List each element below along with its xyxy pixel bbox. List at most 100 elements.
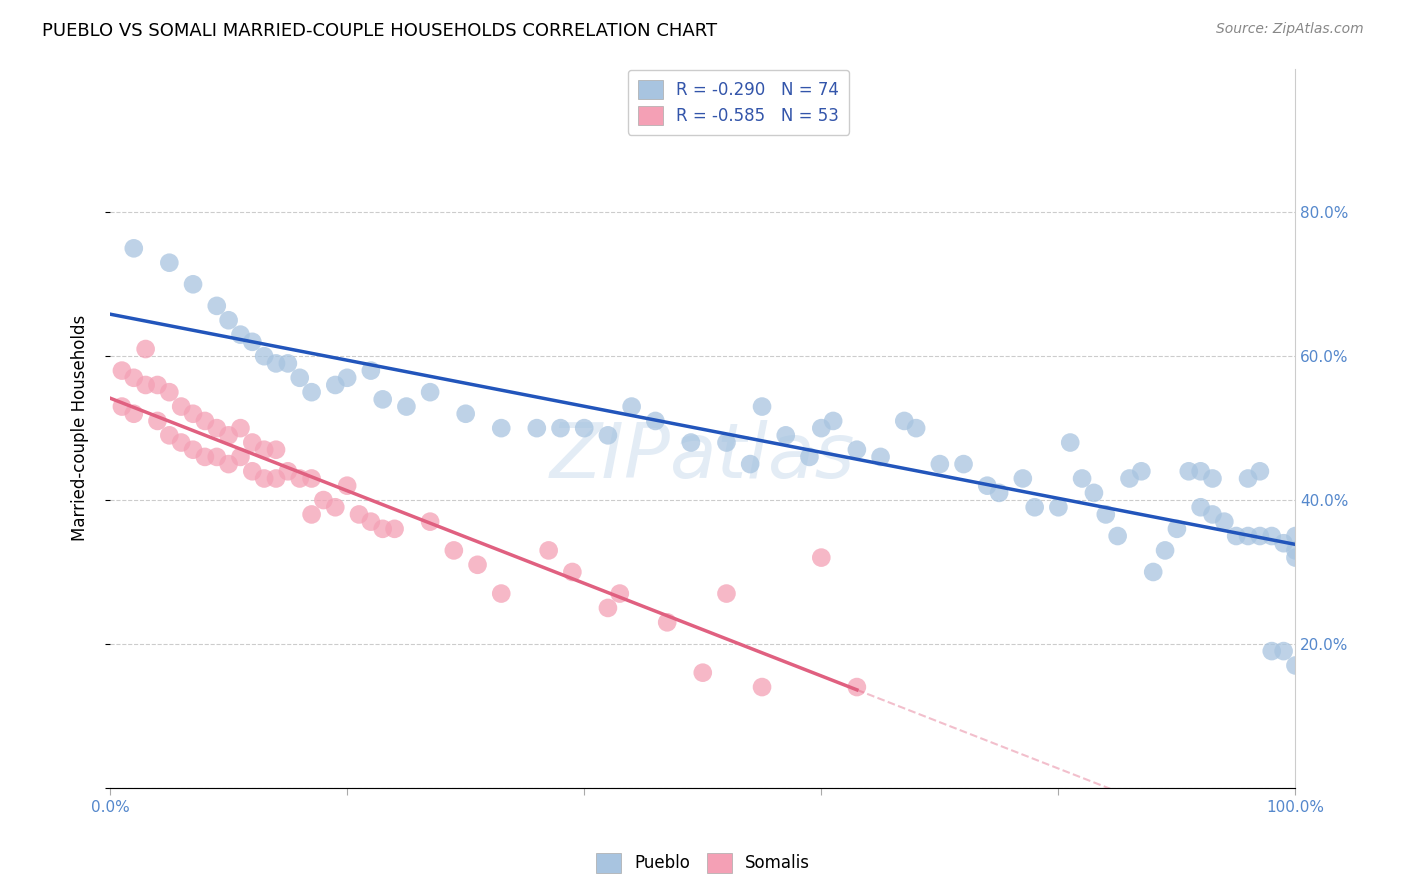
Point bbox=[1284, 529, 1306, 543]
Point bbox=[240, 435, 263, 450]
Point bbox=[620, 400, 643, 414]
Point bbox=[419, 385, 441, 400]
Point bbox=[240, 334, 263, 349]
Text: Source: ZipAtlas.com: Source: ZipAtlas.com bbox=[1216, 22, 1364, 37]
Point bbox=[122, 371, 145, 385]
Point bbox=[419, 515, 441, 529]
Point bbox=[170, 400, 193, 414]
Point bbox=[1272, 644, 1295, 658]
Point bbox=[111, 400, 134, 414]
Point bbox=[323, 378, 346, 392]
Point bbox=[312, 493, 335, 508]
Point bbox=[205, 421, 228, 435]
Text: PUEBLO VS SOMALI MARRIED-COUPLE HOUSEHOLDS CORRELATION CHART: PUEBLO VS SOMALI MARRIED-COUPLE HOUSEHOL… bbox=[42, 22, 717, 40]
Legend: Pueblo, Somalis: Pueblo, Somalis bbox=[589, 847, 817, 880]
Point bbox=[692, 665, 714, 680]
Point bbox=[810, 550, 832, 565]
Point bbox=[537, 543, 560, 558]
Point bbox=[1083, 486, 1105, 500]
Point bbox=[454, 407, 477, 421]
Point bbox=[288, 371, 311, 385]
Point bbox=[157, 428, 180, 442]
Point bbox=[1213, 515, 1236, 529]
Point bbox=[823, 414, 845, 428]
Point bbox=[526, 421, 548, 435]
Point bbox=[1189, 500, 1212, 515]
Point bbox=[264, 471, 287, 485]
Point bbox=[218, 457, 240, 471]
Point bbox=[229, 450, 252, 464]
Point bbox=[1154, 543, 1177, 558]
Y-axis label: Married-couple Households: Married-couple Households bbox=[72, 315, 89, 541]
Point bbox=[1071, 471, 1094, 485]
Point bbox=[277, 464, 299, 478]
Point bbox=[845, 442, 868, 457]
Point bbox=[336, 371, 359, 385]
Point bbox=[122, 407, 145, 421]
Legend: R = -0.290   N = 74, R = -0.585   N = 53: R = -0.290 N = 74, R = -0.585 N = 53 bbox=[627, 70, 849, 135]
Point bbox=[135, 342, 157, 356]
Point bbox=[1249, 464, 1271, 478]
Point bbox=[1130, 464, 1153, 478]
Point bbox=[928, 457, 950, 471]
Point bbox=[360, 363, 382, 377]
Point bbox=[657, 615, 679, 630]
Point bbox=[371, 392, 394, 407]
Point bbox=[205, 450, 228, 464]
Point bbox=[240, 464, 263, 478]
Point bbox=[157, 256, 180, 270]
Point bbox=[1237, 471, 1260, 485]
Point bbox=[194, 414, 217, 428]
Point bbox=[157, 385, 180, 400]
Point bbox=[253, 349, 276, 363]
Point bbox=[135, 378, 157, 392]
Point bbox=[218, 313, 240, 327]
Point bbox=[609, 586, 631, 600]
Point bbox=[384, 522, 406, 536]
Point bbox=[679, 435, 702, 450]
Point bbox=[716, 435, 738, 450]
Point bbox=[561, 565, 583, 579]
Point bbox=[751, 400, 773, 414]
Point bbox=[170, 435, 193, 450]
Point bbox=[976, 478, 998, 492]
Point bbox=[1047, 500, 1070, 515]
Point bbox=[253, 442, 276, 457]
Point bbox=[869, 450, 891, 464]
Point bbox=[596, 601, 619, 615]
Point bbox=[716, 586, 738, 600]
Point bbox=[229, 421, 252, 435]
Point bbox=[146, 414, 169, 428]
Point bbox=[181, 442, 204, 457]
Point bbox=[467, 558, 489, 572]
Point bbox=[1225, 529, 1247, 543]
Point bbox=[1249, 529, 1271, 543]
Point bbox=[301, 385, 323, 400]
Point bbox=[740, 457, 762, 471]
Point bbox=[218, 428, 240, 442]
Point bbox=[229, 327, 252, 342]
Point bbox=[1201, 471, 1223, 485]
Point bbox=[181, 407, 204, 421]
Point bbox=[1261, 644, 1284, 658]
Point bbox=[194, 450, 217, 464]
Point bbox=[1166, 522, 1188, 536]
Point bbox=[1237, 529, 1260, 543]
Point bbox=[146, 378, 169, 392]
Point bbox=[1011, 471, 1033, 485]
Point bbox=[799, 450, 821, 464]
Point bbox=[491, 421, 513, 435]
Point bbox=[1201, 508, 1223, 522]
Point bbox=[1142, 565, 1164, 579]
Point bbox=[1284, 550, 1306, 565]
Point bbox=[491, 586, 513, 600]
Point bbox=[1024, 500, 1046, 515]
Point bbox=[1261, 529, 1284, 543]
Point bbox=[395, 400, 418, 414]
Point bbox=[264, 442, 287, 457]
Point bbox=[905, 421, 928, 435]
Point bbox=[323, 500, 346, 515]
Point bbox=[205, 299, 228, 313]
Point bbox=[1178, 464, 1201, 478]
Point bbox=[288, 471, 311, 485]
